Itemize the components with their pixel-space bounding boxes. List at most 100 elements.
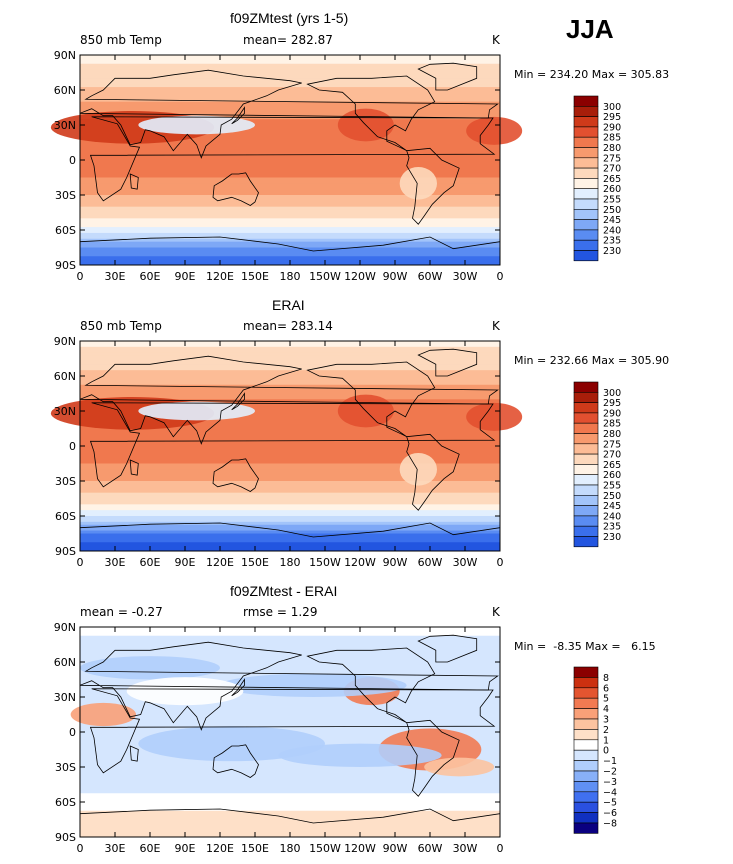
colorbar-label: 4	[603, 704, 609, 715]
colorbar-box	[573, 412, 599, 424]
field-band	[80, 510, 500, 514]
field-band	[80, 209, 500, 213]
field-band	[80, 119, 500, 123]
colorbar-box	[573, 422, 599, 434]
coastline	[129, 459, 139, 476]
field-band	[80, 828, 500, 832]
colorbar-box	[573, 494, 599, 506]
field-band	[80, 784, 500, 788]
y-tick-label: 30N	[54, 405, 76, 418]
x-tick-label: 150E	[241, 556, 269, 569]
colorbar-label: 260	[603, 184, 621, 195]
field-feature	[343, 677, 400, 706]
colorbar-label: 245	[603, 501, 621, 512]
field-band	[80, 775, 500, 780]
colorbar-box	[573, 666, 599, 678]
colorbar-box	[573, 433, 599, 445]
colorbar-box	[573, 822, 599, 834]
panel-2-var-label: 850 mb Temp	[80, 319, 162, 333]
field-band	[80, 475, 500, 479]
field-band	[80, 478, 500, 482]
colorbar-box	[573, 147, 599, 159]
field-band	[80, 507, 500, 511]
colorbar-label: 290	[603, 408, 621, 419]
field-band	[80, 241, 500, 246]
colorbar-label: 285	[603, 133, 621, 144]
colorbar-label: 300	[603, 388, 621, 399]
field-band	[80, 688, 500, 692]
panel-3-minmax: Min = -8.35 Max = 6.15	[514, 640, 656, 653]
field-band	[80, 769, 500, 774]
field-band	[80, 221, 500, 225]
field-band	[80, 189, 500, 193]
field-band	[80, 387, 500, 392]
field-band	[80, 238, 500, 243]
field-band	[80, 116, 500, 120]
colorbar-label: 250	[603, 205, 621, 216]
x-tick-label: 30W	[453, 270, 478, 283]
field-band	[80, 629, 500, 634]
field-band	[80, 469, 500, 473]
coastline	[212, 172, 259, 206]
colorbar-label: 300	[603, 102, 621, 113]
field-band	[80, 472, 500, 476]
field-feature	[80, 656, 220, 680]
colorbar-label: 260	[603, 470, 621, 481]
field-band	[80, 501, 500, 505]
field-band	[80, 752, 500, 756]
colorbar-box	[573, 525, 599, 537]
field-band	[80, 437, 500, 441]
colorbar-label: 0	[603, 746, 609, 757]
field-band	[80, 428, 500, 432]
colorbar-label: −6	[603, 808, 617, 819]
field-band	[80, 361, 500, 365]
field-band	[80, 57, 500, 62]
field-band	[80, 457, 500, 462]
field-band	[80, 834, 500, 838]
field-band	[80, 92, 500, 97]
colorbar-box	[573, 749, 599, 761]
field-feature	[399, 167, 438, 200]
field-band	[80, 729, 500, 733]
y-tick-label: 0	[69, 726, 76, 739]
field-band	[80, 819, 500, 823]
y-tick-label: 60N	[54, 84, 76, 97]
x-tick-label: 90W	[383, 270, 408, 283]
colorbar-box	[573, 250, 599, 262]
field-band	[80, 203, 500, 208]
colorbar-box	[573, 453, 599, 465]
field-band	[80, 831, 500, 835]
field-band	[80, 256, 500, 260]
field-band	[80, 513, 500, 517]
field-band	[80, 346, 500, 351]
coastline	[417, 348, 478, 377]
coastline	[406, 147, 460, 225]
field-band	[80, 650, 500, 654]
field-band	[80, 743, 500, 748]
colorbar-label: 280	[603, 143, 621, 154]
colorbar-box	[573, 402, 599, 414]
field-band	[80, 197, 500, 202]
y-tick-label: 30S	[55, 189, 76, 202]
season-label: JJA	[566, 14, 614, 44]
y-tick-label: 90N	[54, 621, 76, 634]
coastline	[306, 75, 436, 152]
colorbar-label: 275	[603, 153, 621, 164]
colorbar-box	[573, 718, 599, 730]
coastline	[129, 745, 139, 762]
colorbar-label: 230	[603, 532, 621, 543]
field-band	[80, 466, 500, 470]
colorbar-label: 255	[603, 195, 621, 206]
colorbar-label: 1	[603, 735, 609, 746]
field-band	[80, 653, 500, 657]
field-band	[80, 673, 500, 678]
field-band	[80, 250, 500, 254]
x-tick-label: 0	[497, 842, 504, 855]
field-band	[80, 524, 500, 529]
field-band	[80, 413, 500, 418]
field-band	[80, 259, 500, 263]
field-band	[80, 160, 500, 164]
field-band	[80, 644, 500, 648]
field-band	[80, 416, 500, 421]
